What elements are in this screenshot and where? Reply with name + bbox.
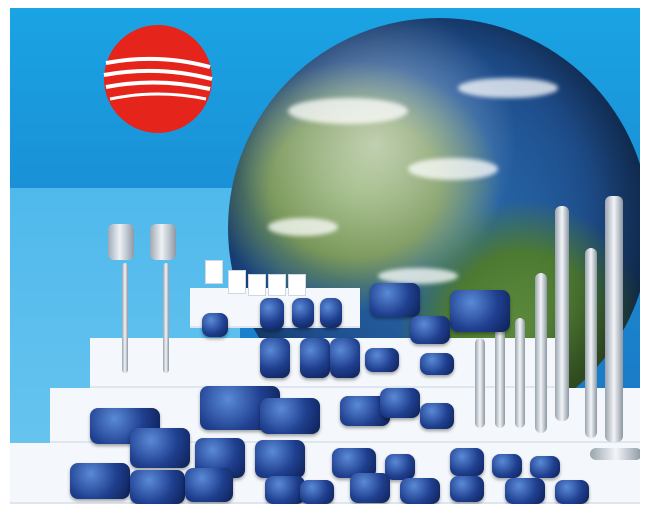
pump	[320, 298, 342, 328]
motor	[450, 476, 484, 502]
pump	[265, 476, 305, 504]
pump	[420, 353, 454, 375]
pressure-tank	[150, 224, 176, 260]
product-box	[288, 274, 306, 296]
submersible-pump	[555, 206, 569, 421]
motor	[450, 448, 484, 476]
sewage-pump	[300, 338, 330, 378]
product-poster	[10, 8, 640, 504]
jet-pump	[450, 290, 510, 332]
sewage-pump	[260, 338, 290, 378]
pump	[350, 473, 390, 503]
motor	[492, 454, 522, 478]
pump	[380, 388, 420, 418]
pipe	[122, 263, 128, 373]
centrifugal-pump	[185, 468, 233, 502]
submersible-pump	[585, 248, 597, 438]
motor	[555, 480, 589, 504]
pump	[420, 403, 454, 429]
pump	[300, 480, 334, 504]
product-box	[248, 274, 266, 296]
jet-pump	[370, 283, 420, 317]
pump	[202, 313, 228, 337]
pump	[292, 298, 314, 328]
pump	[400, 478, 440, 504]
centrifugal-pump	[70, 463, 130, 499]
pump	[365, 348, 399, 372]
pipe	[163, 263, 169, 373]
submersible-pump	[475, 338, 485, 428]
centrifugal-pump	[260, 398, 320, 434]
product-box	[228, 270, 246, 294]
pump	[385, 454, 415, 480]
pump	[260, 298, 284, 330]
product-box	[205, 260, 223, 284]
sewage-pump	[330, 338, 360, 378]
motor	[530, 456, 560, 478]
submersible-pump	[535, 273, 547, 433]
jet-pump	[410, 316, 450, 344]
product-box	[268, 274, 286, 296]
centrifugal-pump	[130, 428, 190, 468]
centrifugal-pump	[130, 470, 185, 504]
motor	[505, 478, 545, 504]
centrifugal-pump	[255, 440, 305, 478]
submersible-pump	[495, 328, 505, 428]
submersible-pump	[590, 448, 640, 460]
submersible-pump	[515, 318, 525, 428]
submersible-pump	[605, 196, 623, 442]
pressure-tank	[108, 224, 134, 260]
brand-logo	[103, 25, 213, 133]
